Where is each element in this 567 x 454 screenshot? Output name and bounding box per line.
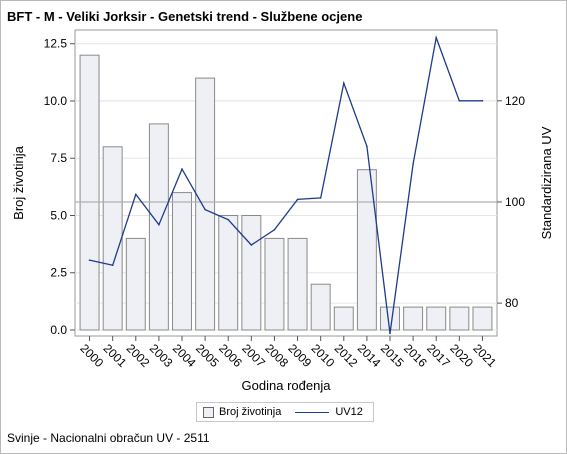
- uv12-point: [204, 208, 206, 211]
- x-tick-label: 2009: [285, 341, 314, 370]
- bar: [310, 283, 331, 331]
- legend-line-swatch: [295, 411, 330, 413]
- bar: [287, 237, 308, 331]
- x-tick-label: 2014: [355, 341, 384, 370]
- legend: Broj životinja UV12: [196, 402, 374, 422]
- y-tick-label: 0.0: [50, 323, 67, 337]
- bar: [79, 54, 100, 331]
- uv12-point: [389, 332, 391, 335]
- x-tick-label: 2004: [170, 341, 199, 370]
- uv12-point: [435, 36, 438, 39]
- y2-axis-label: Standardizirana UV: [539, 126, 554, 239]
- uv12-point: [319, 197, 322, 199]
- legend-line-label: UV12: [335, 406, 363, 418]
- uv12-point: [412, 163, 414, 165]
- legend-bar-swatch: [203, 406, 214, 418]
- legend-bar-label: Broj životinja: [219, 406, 282, 418]
- chart-title: BFT - M - Veliki Jorksir - Genetski tren…: [7, 9, 363, 24]
- y-tick-label: 7.5: [50, 151, 67, 165]
- uv12-point: [273, 228, 276, 231]
- x-tick-label: 2016: [401, 341, 430, 370]
- x-axis-label: Godina rođenja: [242, 378, 332, 393]
- uv12-point: [227, 218, 230, 221]
- x-tick-label: 2021: [470, 341, 499, 370]
- x-tick-label: 2006: [216, 341, 245, 370]
- x-tick-label: 2003: [147, 341, 176, 370]
- x-tick-label: 2007: [239, 341, 268, 370]
- y-axis-label: Broj životinja: [11, 145, 26, 219]
- bar: [472, 306, 493, 331]
- bar: [195, 77, 216, 331]
- x-tick-label: 2000: [77, 341, 106, 370]
- bar: [218, 214, 239, 331]
- x-tick-label: 2015: [378, 341, 407, 370]
- y2-tick-label: 80: [505, 296, 519, 310]
- footnote: Svinje - Nacionalni obračun UV - 2511: [7, 431, 210, 445]
- uv12-point: [181, 168, 183, 170]
- x-tick-label: 2020: [447, 341, 476, 370]
- bar: [403, 306, 424, 331]
- y-tick-label: 10.0: [44, 94, 68, 108]
- y2-tick-label: 120: [505, 94, 525, 108]
- bar: [102, 146, 123, 331]
- uv12-point: [111, 264, 114, 266]
- bar: [356, 169, 377, 331]
- y-tick-label: 5.0: [50, 208, 67, 222]
- uv12-point: [88, 259, 91, 261]
- x-tick-label: 2017: [424, 341, 453, 370]
- uv12-point: [458, 100, 461, 102]
- bar: [380, 306, 400, 331]
- bar: [241, 214, 262, 331]
- bar: [333, 306, 354, 331]
- bar: [264, 237, 285, 331]
- uv12-point: [296, 198, 299, 201]
- uv12-line: [89, 35, 483, 334]
- uv12-point: [134, 193, 137, 196]
- bar: [148, 123, 169, 331]
- uv12-point: [481, 100, 484, 102]
- bar: [449, 306, 470, 331]
- uv12-point: [342, 82, 345, 84]
- x-tick-label: 2001: [101, 341, 130, 370]
- y-tick-label: 12.5: [44, 37, 68, 51]
- x-tick-label: 2005: [193, 341, 222, 370]
- bar: [426, 306, 447, 331]
- bar: [125, 237, 146, 331]
- bar: [172, 192, 192, 331]
- y2-tick-label: 100: [505, 195, 525, 209]
- x-tick-label: 2010: [309, 341, 338, 370]
- uv12-point: [158, 223, 160, 226]
- x-tick-label: 2008: [262, 341, 291, 370]
- x-tick-label: 2002: [124, 341, 153, 370]
- y-tick-label: 2.5: [50, 266, 67, 280]
- uv12-point: [366, 145, 368, 148]
- uv12-point: [250, 244, 253, 246]
- x-tick-label: 2012: [332, 341, 361, 370]
